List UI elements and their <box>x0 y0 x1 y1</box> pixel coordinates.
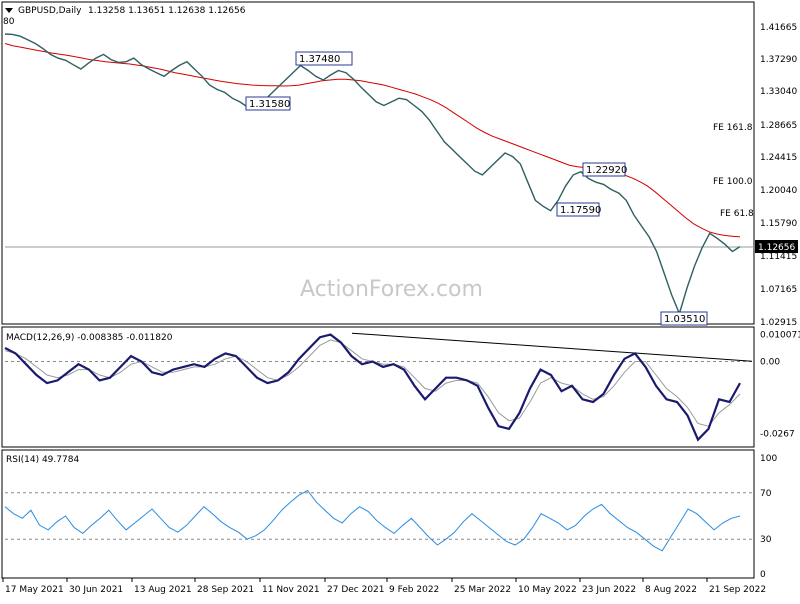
current-price-label: 1.12656 <box>758 243 795 253</box>
rsi-layer: RSI(14) 49.7784 <box>4 455 754 552</box>
x-tick-label: 27 Dec 2021 <box>327 585 385 595</box>
price-annotation-label: 1.17590 <box>560 205 601 216</box>
chart-symbol: GBPUSD,Daily <box>18 6 82 16</box>
macd-tick-label: 0.00 <box>760 358 780 368</box>
x-tick-label: 25 Mar 2022 <box>454 585 511 595</box>
price-annotation-box <box>556 202 600 217</box>
x-tick-label: 21 Sep 2022 <box>709 585 766 595</box>
macd-line <box>4 333 741 442</box>
price-annotation-label: 1.31580 <box>249 99 290 110</box>
fib-extension-label: FE 100.0 <box>713 177 753 187</box>
price-layer: 1.37480 1.31580 1.22920 1.17590 1.03510 FE 16… <box>4 33 754 326</box>
x-tick-label: 8 Aug 2022 <box>645 585 697 595</box>
x-tick-label: 9 Feb 2022 <box>389 585 439 595</box>
x-tick-label: 28 Sep 2021 <box>197 585 254 595</box>
fib-extension-label: FE 161.8 <box>713 123 753 133</box>
macd-tick-label: 0.010071 <box>760 330 800 340</box>
fib-extension-label: FE 61.8 <box>720 209 754 219</box>
macd-trendline <box>351 332 753 362</box>
price-tick-label: 1.24415 <box>760 153 797 163</box>
price-tick-label: 1.33040 <box>760 87 797 97</box>
x-tick-label: 13 Aug 2021 <box>134 585 192 595</box>
price-series-line <box>4 33 741 316</box>
x-tick-label: 30 Jun 2021 <box>69 585 123 595</box>
price-annotation-box <box>295 51 353 66</box>
watermark: ActionForex.com <box>300 277 483 302</box>
price-panel-frame <box>1 1 755 325</box>
rsi-tick-label: 0 <box>760 570 766 580</box>
rsi-tick-label: 30 <box>760 535 772 545</box>
price-tick-label: 1.28665 <box>760 121 797 131</box>
x-tick-label: 23 Jun 2022 <box>582 585 636 595</box>
rsi-tick-label: 70 <box>760 489 772 499</box>
price-tick-label: 1.02915 <box>760 318 797 328</box>
price-tick-label: 1.20040 <box>760 186 797 196</box>
macd-tick-label: -0.0267 <box>760 430 795 440</box>
price-tick-label: 1.07165 <box>760 285 797 295</box>
macd-panel-frame <box>1 326 755 448</box>
dropdown-arrow-icon[interactable] <box>5 8 13 13</box>
price-annotation-label: 1.37480 <box>299 54 340 65</box>
current-price-box <box>755 240 798 253</box>
x-tick-label: 11 Nov 2021 <box>262 585 320 595</box>
rsi-tick-label: 100 <box>760 454 777 464</box>
price-annotation-label: 1.03510 <box>664 314 705 325</box>
chart-ohlc: 1.13258 1.13651 1.12638 1.12656 <box>88 6 246 16</box>
price-annotation-box <box>660 311 708 326</box>
axis-layer: 1.41665 1.37290 1.33040 1.28665 1.24415 1.200… <box>2 23 800 595</box>
macd-layer: MACD(12,26,9) -0.008385 -0.011820 <box>4 332 754 442</box>
price-tick-label: 1.11415 <box>760 252 797 262</box>
rsi-panel-frame <box>1 449 755 579</box>
x-tick-label: 17 May 2021 <box>5 585 64 595</box>
rsi-title: RSI(14) 49.7784 <box>6 455 79 465</box>
rsi-line <box>4 489 741 552</box>
price-tick-label: 1.15790 <box>760 219 797 229</box>
price-tick-label: 1.41665 <box>760 23 797 33</box>
macd-title: MACD(12,26,9) -0.008385 -0.011820 <box>6 333 173 343</box>
x-tick-label: 10 May 2022 <box>518 585 577 595</box>
corner-value: 80 <box>3 17 15 27</box>
price-annotation-label: 1.22920 <box>586 165 627 176</box>
price-tick-label: 1.37290 <box>760 55 797 65</box>
price-annotation-box <box>582 162 626 177</box>
price-annotation-box <box>245 96 291 111</box>
